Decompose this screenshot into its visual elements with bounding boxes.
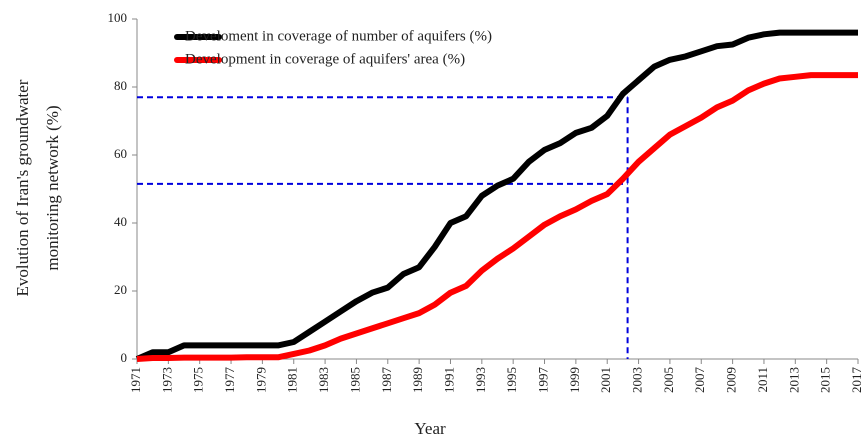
- x-tick-label: 1995: [504, 367, 519, 393]
- x-tick-label: 1989: [410, 367, 425, 393]
- x-tick-label: 1987: [379, 367, 394, 394]
- x-tick-label: 1971: [128, 367, 143, 393]
- x-tick-label: 1979: [253, 367, 268, 393]
- x-tick-label: 2009: [724, 367, 739, 393]
- line-series: [135, 29, 858, 362]
- x-tick-label: 1975: [191, 367, 206, 393]
- line-series: [136, 72, 858, 362]
- x-tick-label: 1999: [567, 367, 582, 393]
- y-tick-label: 20: [114, 282, 127, 297]
- x-tick-label: 1997: [536, 367, 551, 394]
- x-tick-label: 1983: [316, 367, 331, 393]
- x-tick-label: 1977: [222, 367, 237, 394]
- y-axis-label: monitoring network (%): [43, 105, 62, 270]
- y-axis-label: Evolution of Iran's groundwater: [13, 79, 32, 296]
- x-tick-label: 1993: [473, 367, 488, 393]
- x-axis-label: Year: [414, 419, 446, 438]
- x-tick-label: 1985: [347, 367, 362, 393]
- y-tick-label: 0: [121, 350, 128, 365]
- x-tick-label: 2015: [818, 367, 833, 393]
- x-tick-label: 2001: [598, 367, 613, 393]
- x-tick-label: 2013: [786, 367, 801, 393]
- y-tick-label: 100: [108, 10, 128, 25]
- x-tick-label: 2005: [661, 367, 676, 393]
- x-tick-label: 2007: [692, 367, 707, 394]
- legend-label: Develoment in coverage of number of aqui…: [185, 28, 492, 44]
- y-tick-label: 60: [114, 146, 127, 161]
- y-tick-label: 80: [114, 78, 127, 93]
- x-tick-label: 1981: [285, 367, 300, 393]
- x-tick-label: 2011: [755, 367, 770, 393]
- x-tick-label: 1973: [159, 367, 174, 393]
- y-tick-label: 40: [114, 214, 127, 229]
- x-tick-label: 2017: [849, 367, 861, 394]
- legend-label: Development in coverage of aquifers' are…: [185, 51, 465, 67]
- x-tick-label: 2003: [630, 367, 645, 393]
- x-tick-label: 1991: [441, 367, 456, 393]
